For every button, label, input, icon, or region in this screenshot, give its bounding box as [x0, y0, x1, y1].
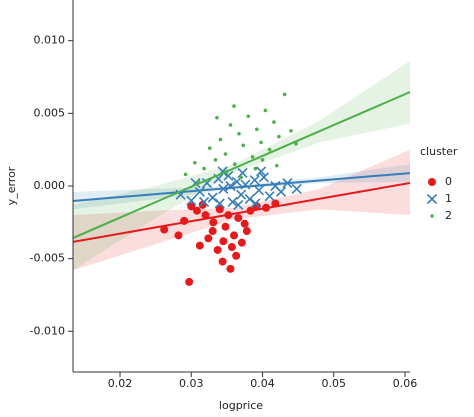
y-tick-label: -0.010: [30, 324, 65, 337]
point: [213, 245, 222, 254]
point: [267, 147, 272, 152]
point: [232, 104, 236, 108]
point: [219, 237, 228, 246]
point: [231, 176, 242, 187]
y-axis-label: y_error: [5, 166, 18, 205]
point: [204, 234, 213, 243]
point: [237, 238, 246, 247]
x-axis-label: logprice: [219, 399, 263, 412]
point: [244, 194, 255, 205]
point: [236, 189, 247, 200]
legend-label: 2: [445, 209, 452, 222]
point: [230, 231, 239, 240]
legend-marker: [426, 193, 438, 205]
point: [282, 92, 287, 97]
legend-title: cluster: [420, 145, 458, 158]
point: [250, 198, 261, 209]
point: [209, 218, 218, 227]
point: [250, 155, 255, 159]
point: [214, 198, 225, 209]
regression-line: [73, 172, 410, 202]
point: [215, 205, 224, 214]
point: [255, 127, 259, 132]
legend-label: 0: [445, 175, 452, 188]
x-tick-label: 0.02: [108, 377, 133, 390]
point: [272, 120, 276, 124]
point: [256, 166, 267, 177]
point: [246, 114, 251, 119]
point: [201, 178, 213, 189]
point: [234, 213, 243, 222]
confidence-band: [73, 149, 410, 271]
x-tick-label: 0.06: [393, 377, 418, 390]
point: [239, 175, 243, 180]
point: [227, 196, 238, 208]
point: [215, 115, 219, 120]
point: [202, 166, 206, 171]
point: [291, 183, 302, 194]
y-tick-label: 0.005: [34, 106, 66, 119]
point: [233, 199, 244, 210]
point: [187, 202, 196, 211]
point: [199, 196, 210, 208]
point: [242, 227, 251, 236]
point: [294, 142, 298, 146]
point: [195, 241, 204, 250]
plot-area: [73, 61, 410, 286]
point: [253, 185, 265, 196]
legend-label: 1: [445, 192, 452, 205]
regression-line: [73, 181, 410, 243]
point: [237, 167, 248, 178]
point: [207, 192, 218, 203]
point: [240, 219, 249, 228]
point: [232, 162, 237, 167]
point: [201, 211, 210, 220]
x-tick-label: 0.05: [322, 377, 347, 390]
x-tick-label: 0.04: [250, 377, 275, 390]
point: [275, 186, 287, 197]
point: [221, 222, 230, 231]
point: [174, 231, 183, 240]
point: [213, 158, 218, 162]
point: [194, 186, 205, 197]
point: [259, 140, 263, 145]
point: [193, 160, 197, 165]
point: [253, 166, 258, 171]
point: [208, 227, 217, 236]
point: [183, 172, 188, 177]
point: [264, 191, 275, 202]
y-tick-label: 0.010: [34, 34, 66, 47]
point: [218, 137, 223, 142]
point: [241, 143, 246, 148]
point: [185, 277, 194, 286]
point: [228, 123, 233, 127]
point: [249, 175, 260, 186]
point: [218, 257, 227, 266]
point: [223, 152, 228, 156]
point: [289, 128, 293, 133]
legend-marker: [430, 214, 434, 218]
y-tick-label: 0.000: [34, 179, 66, 192]
point: [160, 225, 169, 234]
x-tick-label: 0.03: [179, 377, 204, 390]
point: [207, 146, 212, 151]
y-tick-label: -0.005: [30, 252, 65, 265]
point: [277, 134, 281, 139]
point: [226, 264, 235, 273]
point: [258, 172, 270, 183]
point: [237, 131, 241, 136]
point: [192, 206, 201, 215]
point: [232, 251, 241, 260]
regression-line: [73, 91, 410, 239]
point: [186, 195, 197, 206]
point: [227, 243, 236, 252]
point: [260, 158, 265, 162]
point: [198, 200, 207, 209]
point: [274, 163, 279, 168]
legend-marker: [428, 178, 436, 186]
point: [263, 108, 268, 113]
